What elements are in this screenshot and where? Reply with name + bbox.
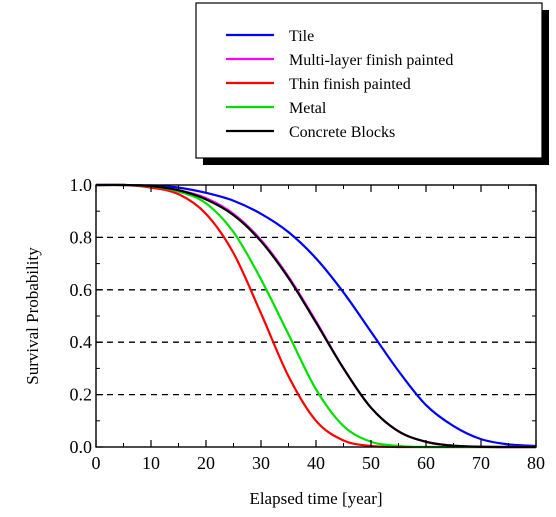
y-tick-label: 0.8	[70, 227, 93, 247]
series-lines	[95, 183, 537, 449]
y-tick-label: 0.0	[70, 437, 93, 457]
legend-label: Concrete Blocks	[289, 124, 395, 141]
x-tick-label: 10	[142, 453, 160, 473]
series-line-thin-finish-painted	[95, 183, 536, 449]
legend-label: Multi-layer finish painted	[289, 52, 453, 69]
legend-box	[195, 2, 543, 159]
x-tick-label: 70	[472, 453, 490, 473]
y-tick-label: 0.6	[70, 280, 93, 300]
grid-lines	[96, 236, 536, 396]
x-tick-label: 40	[307, 453, 325, 473]
x-axis-title: Elapsed time [year]	[249, 489, 382, 508]
x-tick-label: 60	[417, 453, 435, 473]
x-tick-label: 0	[92, 453, 101, 473]
y-tick-label: 0.4	[70, 332, 93, 352]
legend-label: Thin finish painted	[289, 76, 411, 93]
legend-label: Metal	[289, 100, 327, 117]
series-line-metal	[95, 183, 536, 449]
legend-label: Tile	[289, 28, 314, 45]
series-line-concrete-blocks	[95, 183, 537, 449]
x-tick-label: 80	[527, 453, 545, 473]
y-tick-label: 1.0	[70, 175, 93, 195]
y-tick-label: 0.2	[70, 385, 93, 405]
x-tick-label: 50	[362, 453, 380, 473]
series-line-tile	[95, 183, 537, 448]
x-tick-label: 20	[197, 453, 215, 473]
y-axis-title: Survival Probability	[23, 247, 42, 385]
series-line-multi-layer-finish-painted	[95, 183, 537, 449]
axis-ticks: 0 10 20 30 40 50 60 70 80 0.0 0.2 0.4 0.6 0.8 1.0	[70, 175, 546, 473]
legend: Tile Multi-layer finish painted Thin finis…	[226, 28, 453, 141]
plot-frame	[95, 184, 537, 448]
x-tick-label: 30	[252, 453, 270, 473]
